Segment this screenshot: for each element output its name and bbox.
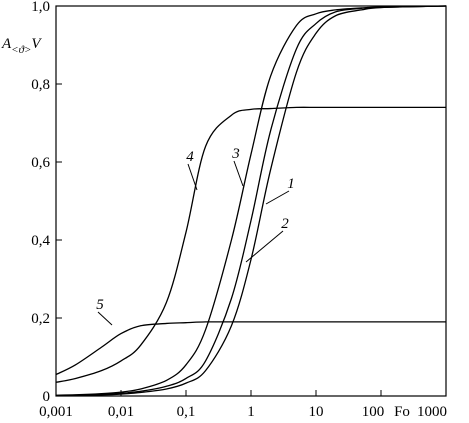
- curve: [55, 321, 446, 376]
- x-tick-label: 1000: [417, 404, 447, 420]
- x-tick-label: 1: [247, 404, 255, 420]
- curve-label: 5: [96, 297, 104, 313]
- y-tick-label: 0,4: [31, 233, 50, 249]
- x-tick-label: 0,01: [108, 404, 134, 420]
- curve-label: 3: [231, 146, 240, 162]
- y-label-main: A: [1, 36, 12, 52]
- curve-label: 1: [287, 176, 295, 192]
- y-label-tail: V: [31, 36, 42, 52]
- x-tick-label: 0,001: [39, 404, 73, 420]
- x-axis-label: Fo: [394, 404, 410, 420]
- label-leader: [245, 230, 284, 263]
- x-tick-label: 100: [362, 404, 385, 420]
- y-tick-label: 0,2: [31, 311, 50, 327]
- label-leader: [187, 163, 198, 191]
- y-tick-label: 0,8: [31, 77, 50, 93]
- curve: [55, 106, 446, 383]
- x-tick-label: 0,1: [177, 404, 196, 420]
- curve: [55, 5, 447, 397]
- curve-label: 4: [186, 149, 194, 165]
- label-leader: [265, 190, 290, 205]
- curve: [55, 5, 447, 396]
- label-leader: [233, 160, 244, 187]
- y-tick-label: 1,0: [31, 0, 50, 15]
- y-label-sub: <ϑ>: [11, 44, 31, 56]
- curve-label: 2: [281, 216, 289, 232]
- x-tick-label: 10: [309, 404, 324, 420]
- curve: [55, 5, 447, 397]
- y-tick-label: 0,6: [31, 155, 50, 171]
- y-tick-label: 0: [43, 389, 51, 405]
- label-leader: [97, 311, 113, 326]
- y-axis-label: A<ϑ>V: [1, 36, 42, 56]
